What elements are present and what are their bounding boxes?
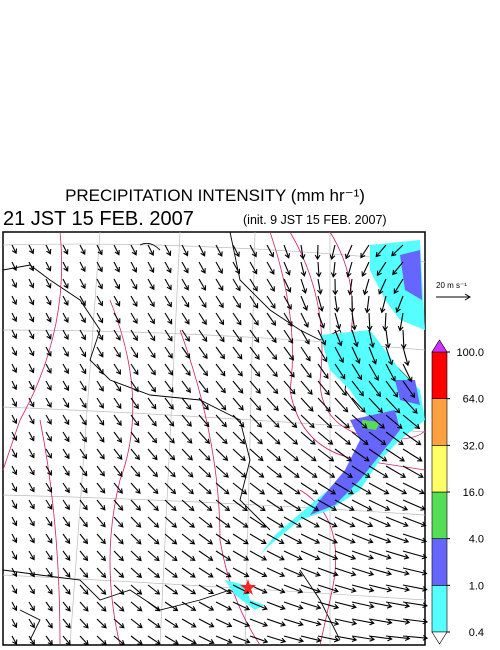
colorbar-label: 100.0 [456, 347, 484, 359]
colorbar-over [431, 339, 448, 353]
init-time: (init. 9 JST 15 FEB. 2007) [243, 213, 387, 227]
colorbar-band [431, 585, 448, 633]
precipitation [225, 240, 425, 610]
colorbar-band [431, 538, 448, 586]
map-frame [2, 231, 426, 646]
colorbar: 0.4 1.0 4.0 16.0 32.0 64.0 100.0 [431, 339, 484, 645]
colorbar-label: 0.4 [469, 627, 484, 639]
valid-time: 21 JST 15 FEB. 2007 [3, 208, 194, 230]
colorbar-label: 32.0 [463, 440, 484, 452]
colorbar-band [431, 445, 448, 493]
colorbar-band [431, 491, 448, 539]
colorbar-band [431, 351, 448, 399]
title: PRECIPITATION INTENSITY (mm hr⁻¹) [65, 186, 365, 205]
vector-legend-label: 20 m s⁻¹ [436, 281, 467, 290]
wind-vectors [11, 244, 429, 646]
colorbar-label: 64.0 [463, 394, 484, 406]
vector-legend-arrow [436, 293, 471, 301]
colorbar-label: 1.0 [469, 580, 484, 592]
colorbar-under [431, 631, 448, 645]
map [2, 231, 429, 646]
colorbar-label: 16.0 [463, 487, 484, 499]
colorbar-label: 4.0 [469, 534, 484, 546]
colorbar-band [431, 398, 448, 446]
wind-vector-field [11, 244, 429, 646]
location-star [240, 579, 256, 595]
